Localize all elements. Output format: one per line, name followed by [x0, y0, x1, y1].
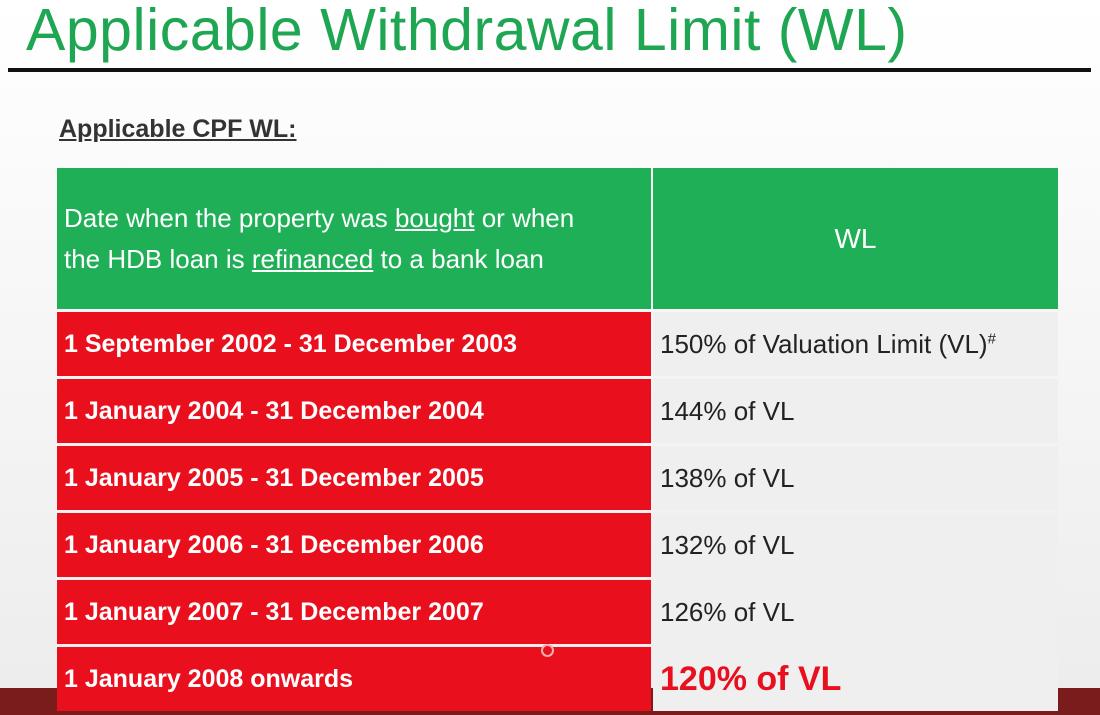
title-rule — [8, 68, 1091, 72]
date-cell: 1 January 2005 - 31 December 2005 — [57, 446, 651, 510]
date-cell: 1 January 2008 onwards — [57, 647, 651, 711]
text: 150% of Valuation Limit (VL) — [660, 328, 988, 359]
text: to a bank loan — [373, 243, 544, 274]
text: WL — [834, 222, 877, 254]
underlined-text: refinanced — [251, 243, 374, 274]
cell-text: 126% of VL — [660, 597, 794, 628]
text: 126% of VL — [660, 596, 795, 627]
date-cell: 1 January 2004 - 31 December 2004 — [57, 379, 651, 443]
cell-text: 1 January 2006 - 31 December 2006 — [64, 531, 484, 560]
text: 1 January 2007 - 31 December 2007 — [64, 597, 484, 626]
cell-text: Date when the property was bought or whe… — [64, 198, 611, 280]
cell-text: 120% of VL — [660, 660, 841, 699]
text: 1 January 2006 - 31 December 2006 — [64, 530, 484, 559]
text: 120% of VL — [660, 659, 842, 698]
text: or when the HDB loan is — [64, 202, 575, 274]
text: 1 January 2004 - 31 December 2004 — [64, 396, 484, 425]
wl-cell: 120% of VL — [653, 647, 1058, 711]
wl-cell: 150% of Valuation Limit (VL)# — [653, 312, 1058, 376]
header-cell: Date when the property was bought or whe… — [57, 168, 651, 309]
text: 138% of VL — [660, 462, 795, 493]
cell-text: 1 January 2004 - 31 December 2004 — [64, 397, 484, 426]
text: Date when the property was — [64, 202, 395, 233]
cell-text: 1 September 2002 - 31 December 2003 — [64, 330, 517, 359]
cursor — [541, 644, 554, 657]
text: 132% of VL — [660, 529, 795, 560]
slide-title: Applicable Withdrawal Limit (WL) — [26, 0, 908, 63]
text: 144% of VL — [660, 395, 795, 426]
date-cell: 1 January 2006 - 31 December 2006 — [57, 513, 651, 577]
cell-text: 132% of VL — [660, 530, 794, 561]
text: 1 September 2002 - 31 December 2003 — [64, 329, 518, 358]
cell-text: 1 January 2005 - 31 December 2005 — [64, 464, 484, 493]
text: 1 January 2008 onwards — [64, 664, 354, 693]
date-cell: 1 January 2007 - 31 December 2007 — [57, 580, 651, 644]
wl-cell: 126% of VL — [653, 580, 1058, 644]
cell-text: WL — [835, 223, 877, 255]
cell-text: 1 January 2007 - 31 December 2007 — [64, 598, 484, 627]
text: 1 January 2005 - 31 December 2005 — [64, 463, 484, 492]
wl-cell: 138% of VL — [653, 446, 1058, 510]
subtitle: Applicable CPF WL: — [59, 115, 297, 143]
cell-text: 138% of VL — [660, 463, 794, 494]
superscript: # — [987, 329, 996, 347]
cell-text: 144% of VL — [660, 396, 794, 427]
cell-text: 1 January 2008 onwards — [64, 665, 353, 694]
header-cell: WL — [653, 168, 1058, 309]
wl-cell: 132% of VL — [653, 513, 1058, 577]
wl-cell: 144% of VL — [653, 379, 1058, 443]
underlined-text: bought — [394, 202, 475, 233]
cell-text: 150% of Valuation Limit (VL)# — [660, 329, 996, 360]
date-cell: 1 September 2002 - 31 December 2003 — [57, 312, 651, 376]
